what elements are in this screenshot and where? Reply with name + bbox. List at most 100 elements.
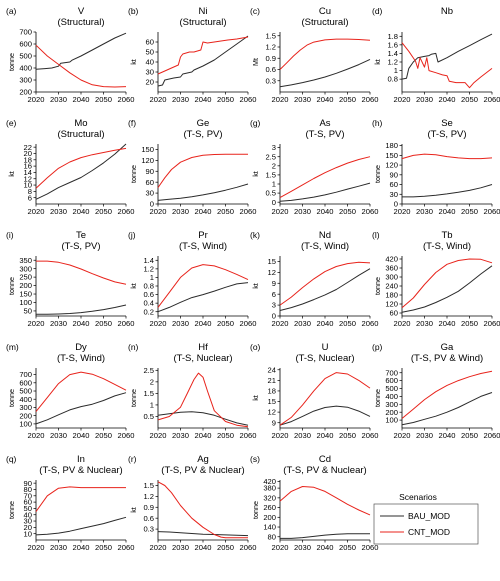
panel-label: (n) — [128, 342, 139, 352]
y-axis-label: kt — [251, 283, 260, 289]
x-tick-label: 2050 — [95, 95, 112, 104]
y-axis-label: tonne — [373, 277, 382, 295]
series-line-bau — [157, 183, 249, 201]
panel-label: (d) — [372, 6, 383, 16]
y-tick-label: 1 — [272, 180, 276, 189]
y-tick-label: 600 — [385, 376, 398, 385]
panel-title: Ga — [441, 342, 454, 353]
panel-subtitle: (T-S, PV & Wind) — [411, 353, 483, 364]
x-tick-label: 2040 — [73, 543, 90, 552]
panel-subtitle: (Structural) — [302, 17, 349, 28]
series-line-bau — [157, 531, 249, 537]
y-tick-label: 3 — [272, 301, 276, 310]
y-tick-label: 80 — [24, 485, 32, 494]
legend-label-cnt: CNT_MOD — [408, 527, 450, 537]
y-tick-label: 9 — [272, 418, 276, 427]
y-tick-label: 200 — [19, 411, 32, 420]
series-line-bau — [402, 184, 493, 198]
panel-subtitle: (T-S, PV) — [61, 241, 100, 252]
x-tick-label: 2040 — [73, 431, 90, 440]
series-line-cnt — [279, 372, 371, 426]
x-tick-label: 2020 — [394, 319, 411, 328]
panel-subtitle: (Structural) — [180, 17, 227, 28]
y-tick-label: 120 — [385, 161, 398, 170]
y-tick-label: 100 — [19, 298, 32, 307]
y-tick-label: 12 — [268, 268, 276, 277]
x-tick-label: 2060 — [118, 95, 135, 104]
x-tick-label: 2060 — [484, 207, 500, 216]
y-tick-label: 10 — [24, 529, 32, 538]
y-axis-label: kt — [7, 171, 16, 177]
y-tick-label: 0.3 — [143, 525, 154, 534]
y-tick-label: 0.9 — [265, 54, 276, 63]
panel-subtitle: (T-S, PV) — [183, 129, 222, 140]
y-tick-label: 15 — [268, 257, 276, 266]
panel-title: In — [77, 454, 85, 465]
y-tick-label: 500 — [19, 387, 32, 396]
x-tick-label: 2060 — [118, 207, 135, 216]
y-tick-label: 80 — [268, 532, 276, 541]
y-tick-label: 0.6 — [265, 65, 276, 74]
series-line-cnt — [157, 372, 249, 428]
y-tick-label: 200 — [263, 513, 276, 522]
series-line-bau — [35, 32, 127, 70]
x-tick-label: 2030 — [294, 95, 311, 104]
x-tick-label: 2040 — [195, 543, 212, 552]
y-axis-label: tonne — [7, 389, 16, 407]
x-tick-label: 2060 — [484, 319, 500, 328]
y-axis-label: tonne — [129, 389, 138, 407]
panel-subtitle: (Structural) — [58, 17, 105, 28]
x-tick-label: 2020 — [150, 431, 167, 440]
panel-subtitle: (T-S, PV) — [305, 129, 344, 140]
x-tick-label: 2060 — [362, 543, 379, 552]
series-line-cnt — [401, 258, 493, 309]
y-tick-label: 1.5 — [265, 31, 276, 40]
x-tick-label: 2020 — [272, 207, 289, 216]
x-tick-label: 2040 — [73, 95, 90, 104]
x-tick-label: 2040 — [317, 95, 334, 104]
panel-title: Hf — [198, 342, 208, 353]
panel-te: (i) Te(T-S, PV) 2020 2030 2040 2050 2060 501001… — [6, 230, 134, 328]
x-tick-label: 2030 — [416, 319, 433, 328]
series-line-bau — [279, 405, 371, 426]
panel-dy: (m) Dy(T-S, Wind) 2020 2030 2040 2050 2060 1002… — [6, 342, 134, 440]
y-tick-label: 200 — [19, 281, 32, 290]
y-axis-label: tonne — [373, 165, 382, 183]
y-tick-label: 1.5 — [143, 481, 154, 490]
y-tick-label: 1.2 — [387, 58, 398, 67]
y-tick-label: 100 — [19, 419, 32, 428]
y-tick-label: 60 — [24, 498, 32, 507]
x-tick-label: 2020 — [150, 543, 167, 552]
x-tick-label: 2020 — [150, 319, 167, 328]
x-tick-label: 2030 — [172, 319, 189, 328]
y-tick-label: 0 — [150, 200, 154, 209]
y-tick-label: 1.6 — [387, 40, 398, 49]
y-axis-label: kt — [129, 507, 138, 513]
y-tick-label: 420 — [263, 477, 276, 486]
y-tick-label: 90 — [24, 479, 32, 488]
y-tick-label: 0.6 — [143, 290, 154, 299]
series-line-cnt — [36, 260, 127, 285]
y-tick-label: 0.5 — [265, 189, 276, 198]
y-tick-label: 14 — [24, 168, 32, 177]
x-tick-label: 2020 — [28, 207, 45, 216]
panel-subtitle: (T-S, PV & Nuclear) — [161, 465, 244, 476]
y-axis-label: kt — [129, 59, 138, 65]
panel-label: (g) — [250, 118, 261, 128]
x-tick-label: 2020 — [272, 431, 289, 440]
y-tick-label: 0 — [394, 200, 398, 209]
panel-ag: (r) Ag(T-S, PV & Nuclear) 2020 2030 2040 2050… — [128, 454, 256, 552]
y-tick-label: 700 — [19, 28, 32, 37]
series-line-cnt — [35, 147, 127, 189]
y-tick-label: 21 — [268, 376, 276, 385]
panel-u: (o) U(T-S, Nuclear)2020 2030 2040 2050 206091… — [250, 342, 378, 440]
y-tick-label: 600 — [19, 40, 32, 49]
x-tick-label: 2020 — [394, 207, 411, 216]
y-tick-label: 350 — [19, 256, 32, 265]
y-tick-label: 12 — [268, 408, 276, 417]
y-tick-label: 380 — [263, 484, 276, 493]
x-tick-label: 2030 — [172, 207, 189, 216]
y-tick-label: 24 — [268, 365, 276, 374]
y-tick-label: 400 — [19, 64, 32, 73]
